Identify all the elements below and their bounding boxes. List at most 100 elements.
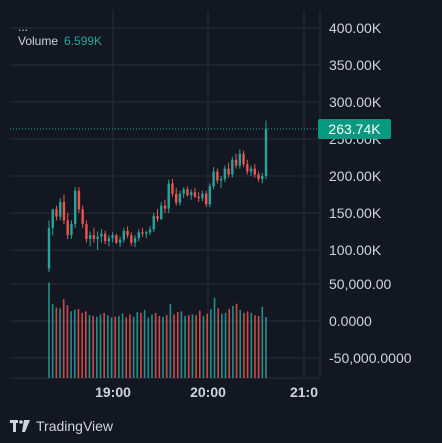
candle-body [261, 176, 264, 179]
volume-bar [210, 309, 212, 378]
candle-body [201, 193, 204, 199]
price-tick-label: 350.00K [329, 57, 382, 73]
candle-body [51, 209, 54, 228]
volume-bar [55, 307, 58, 378]
volume-bar [103, 312, 105, 378]
volume-bar [165, 315, 168, 378]
volume-bar [151, 314, 153, 378]
candle-body [70, 224, 73, 236]
candle-body [249, 168, 253, 172]
candle-body [234, 159, 238, 166]
last-price-tag: 263.74K [318, 119, 391, 139]
volume-bar [187, 315, 190, 378]
candle-body [137, 232, 140, 239]
price-tick-label: 100.00K [329, 242, 382, 258]
volume-bar [162, 316, 164, 378]
volume-bar [243, 312, 245, 378]
candle-body [167, 183, 170, 209]
volume-bar [121, 313, 124, 378]
volume-bar [254, 315, 256, 378]
candle-body [73, 190, 77, 225]
volume-bar [239, 309, 242, 378]
legend-volume-value: 6.599K [64, 34, 103, 48]
volume-bar [232, 306, 234, 378]
volume-bar [59, 308, 61, 378]
volume-bar [221, 313, 223, 378]
volume-bar [191, 314, 194, 378]
legend-volume-label: Volume [18, 34, 59, 48]
volume-series [48, 282, 267, 378]
volume-bar [92, 315, 94, 378]
candle-body [178, 193, 182, 203]
candle-body [88, 235, 92, 239]
candle-body [85, 224, 88, 239]
volume-bar [132, 316, 135, 378]
candle-body [257, 174, 260, 179]
candle-body [208, 186, 212, 205]
candle-body [92, 235, 96, 239]
candle-body [253, 168, 256, 175]
legend-symbol: ... [18, 20, 29, 34]
candle-body [231, 159, 234, 175]
volume-bar [140, 312, 142, 378]
volume-bar [107, 315, 109, 378]
volume-bar [73, 309, 76, 378]
volume-tick-label: -50,000.0000 [329, 350, 412, 366]
volume-bar [96, 316, 98, 378]
volume-bar [143, 309, 146, 378]
volume-bar [246, 311, 249, 378]
candle-body [103, 233, 107, 242]
volume-bar [125, 317, 128, 378]
candle-body [189, 192, 193, 196]
volume-bar [66, 305, 69, 378]
price-tick-label: 400.00K [329, 20, 382, 36]
volume-bar [81, 312, 83, 378]
candle-body [133, 238, 137, 243]
volume-bar [173, 314, 175, 378]
candle-body [175, 193, 178, 203]
volume-bar [206, 313, 208, 378]
volume-bar [110, 317, 113, 378]
legend-volume: Volume 6.599K [18, 34, 102, 48]
candle-body [47, 227, 51, 269]
volume-bar [48, 282, 50, 378]
volume-bar [202, 315, 205, 378]
candle-body [118, 239, 122, 243]
candle-body [130, 235, 133, 243]
candle-body [122, 230, 126, 240]
candle-body [156, 215, 159, 219]
volume-bar [114, 316, 117, 378]
candle-body [171, 183, 174, 194]
volume-bar [195, 315, 197, 378]
volume-bar [158, 315, 161, 378]
volume-bar [261, 306, 264, 378]
volume-bar [118, 315, 120, 378]
candle-body [107, 238, 111, 242]
candle-body [219, 178, 223, 181]
candle-body [66, 220, 69, 236]
candle-body [197, 196, 200, 199]
volume-bar [51, 303, 54, 378]
candle-body [145, 232, 148, 234]
time-tick-label: 20:00 [190, 384, 226, 400]
volume-tick-label: 0.0000 [329, 313, 372, 329]
volume-bar [88, 315, 91, 378]
candle-body [115, 235, 118, 243]
price-tick-label: 200.00K [329, 168, 382, 184]
volume-bar [180, 311, 183, 378]
candle-body [216, 171, 219, 181]
candle-body [204, 193, 208, 205]
volume-bar [235, 303, 238, 378]
footer-brand[interactable]: TradingView [10, 418, 113, 434]
candle-body [59, 201, 62, 217]
candle-body [212, 171, 215, 187]
candle-body [186, 189, 189, 196]
footer-brand-label: TradingView [36, 418, 114, 434]
candle-body [100, 233, 103, 237]
volume-bar [169, 303, 172, 378]
volume-bar [62, 299, 65, 378]
volume-bar [213, 297, 216, 378]
candle-body [55, 209, 58, 217]
